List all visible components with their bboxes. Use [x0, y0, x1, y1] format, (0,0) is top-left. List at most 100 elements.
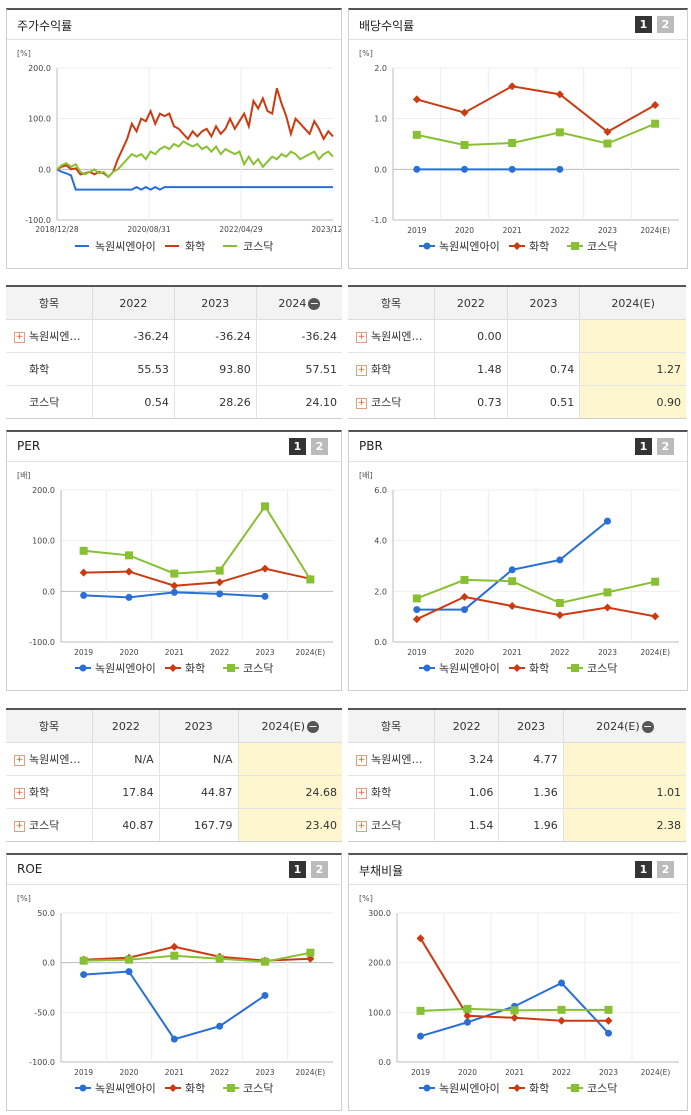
column-header-label: 2022 [119, 296, 148, 310]
data-point [125, 567, 133, 576]
expand-plus-icon[interactable]: + [14, 754, 25, 766]
row-name: 화학 [371, 363, 392, 376]
column-header: 항목 [348, 287, 435, 320]
expand-plus-icon[interactable]: + [356, 331, 367, 343]
page-1-button[interactable]: 1 [635, 438, 652, 455]
table-cell: 24.10 [255, 385, 342, 418]
column-header: 2024(E) − [237, 710, 342, 743]
column-header-label: 항목 [38, 297, 60, 310]
series-line [83, 504, 312, 581]
y-tick-label: 100.0 [32, 537, 55, 546]
table-row: + 화학 1.06 1.36 1.01 [348, 775, 686, 809]
table-cell: 1.27 [579, 352, 686, 386]
legend-marker [227, 664, 235, 672]
data-point [80, 591, 88, 599]
expand-plus-icon[interactable]: + [356, 364, 367, 376]
page-1-button[interactable]: 1 [289, 861, 306, 878]
x-tick-label: 2022 [210, 648, 229, 657]
y-tick-label: 50.0 [37, 909, 55, 918]
page-2-button[interactable]: 2 [657, 16, 674, 33]
page-2-button[interactable]: 2 [657, 438, 674, 455]
legend-label: 화학 [529, 240, 549, 253]
table-cell: 1.06 [433, 775, 499, 809]
series-line [416, 85, 656, 134]
data-point [604, 517, 611, 525]
row-name: 화학 [29, 363, 50, 376]
data-point [125, 955, 133, 964]
page-1-button[interactable]: 1 [289, 438, 306, 455]
expand-plus-icon[interactable]: + [356, 754, 367, 766]
table-cell: 0.51 [506, 385, 580, 418]
table-cell [579, 319, 686, 353]
y-tick-label: 0.0 [42, 587, 55, 596]
row-name: 코스닥 [371, 396, 402, 409]
y-tick-label: -100.0 [29, 638, 55, 647]
y-tick-label: 1.0 [374, 115, 387, 124]
column-header: 2024(E) [579, 287, 686, 320]
page-2-button[interactable]: 2 [311, 861, 328, 878]
data-point [557, 1016, 566, 1025]
table-cell: 1.48 [434, 352, 508, 386]
column-header-label: 2023 [184, 719, 213, 733]
data-point [651, 612, 660, 621]
data-point [412, 95, 421, 104]
data-point [306, 575, 315, 584]
row-label: + 화학 [348, 352, 435, 386]
panel-title: 부채비율 [359, 864, 404, 878]
data-point [558, 979, 565, 987]
per-table: 항목 2022 2023 2024(E) − + 녹원씨엔… N/A N/A + 화학 17.84 44… [6, 708, 342, 842]
expand-plus-icon[interactable]: + [14, 820, 25, 832]
x-tick-label: 2021 [165, 648, 184, 657]
data-point [261, 957, 269, 966]
data-point [170, 588, 178, 596]
column-header: 2022 [92, 710, 160, 743]
x-tick-label: 2019 [74, 648, 93, 657]
table-cell: 0.74 [506, 352, 580, 386]
table-cell: 0.54 [92, 385, 175, 418]
table-cell: 23.40 [237, 808, 342, 841]
page-2-button[interactable]: 2 [657, 861, 674, 878]
legend-label: 코스닥 [243, 662, 273, 675]
data-point [651, 577, 660, 586]
legend-marker [513, 1084, 521, 1092]
legend-label: 코스닥 [587, 1082, 617, 1095]
data-point [464, 1018, 471, 1026]
table-cell: 1.96 [498, 808, 564, 841]
row-label: + 화학 [6, 775, 93, 809]
page-1-button[interactable]: 1 [635, 16, 652, 33]
expand-plus-icon[interactable]: + [14, 331, 25, 343]
panel-title: PBR [359, 439, 383, 453]
collapse-icon[interactable]: − [641, 719, 654, 733]
expand-plus-icon[interactable]: + [356, 397, 367, 409]
column-header: 2023 [173, 287, 257, 320]
x-tick-label: 2023 [598, 226, 617, 235]
legend-marker [513, 242, 521, 250]
collapse-icon[interactable]: − [307, 719, 320, 733]
page-2-button[interactable]: 2 [311, 438, 328, 455]
data-point [170, 569, 179, 578]
series-line [83, 951, 311, 963]
pbr-table: 항목 2022 2023 2024(E) − + 녹원씨엔… 3.24 4.77 + 화학 1.06 1… [348, 708, 686, 842]
expand-plus-icon[interactable]: + [14, 787, 25, 799]
expand-plus-icon[interactable]: + [356, 820, 367, 832]
data-point [412, 615, 421, 624]
table-cell: 4.77 [498, 742, 564, 776]
row-name: 녹원씨엔… [371, 330, 423, 343]
data-point [508, 138, 517, 147]
series-line [416, 122, 656, 147]
expand-plus-icon[interactable]: + [356, 787, 367, 799]
row-name: 녹원씨엔… [29, 753, 81, 766]
collapse-icon[interactable]: − [308, 296, 321, 310]
column-header: 2024− [255, 287, 342, 320]
x-tick-label: 2019 [411, 1068, 430, 1077]
x-tick-label: 2021 [503, 648, 522, 657]
page-1-button[interactable]: 1 [635, 861, 652, 878]
data-point [651, 119, 660, 128]
y-tick-label: 100.0 [28, 115, 51, 124]
x-tick-label: 2023/12/28 [311, 225, 341, 234]
row-name: 녹원씨엔… [29, 330, 81, 343]
y-tick-label: -100.0 [25, 216, 51, 225]
table-cell: 0.00 [434, 319, 508, 353]
data-point [557, 1005, 566, 1014]
data-point [605, 1029, 612, 1037]
